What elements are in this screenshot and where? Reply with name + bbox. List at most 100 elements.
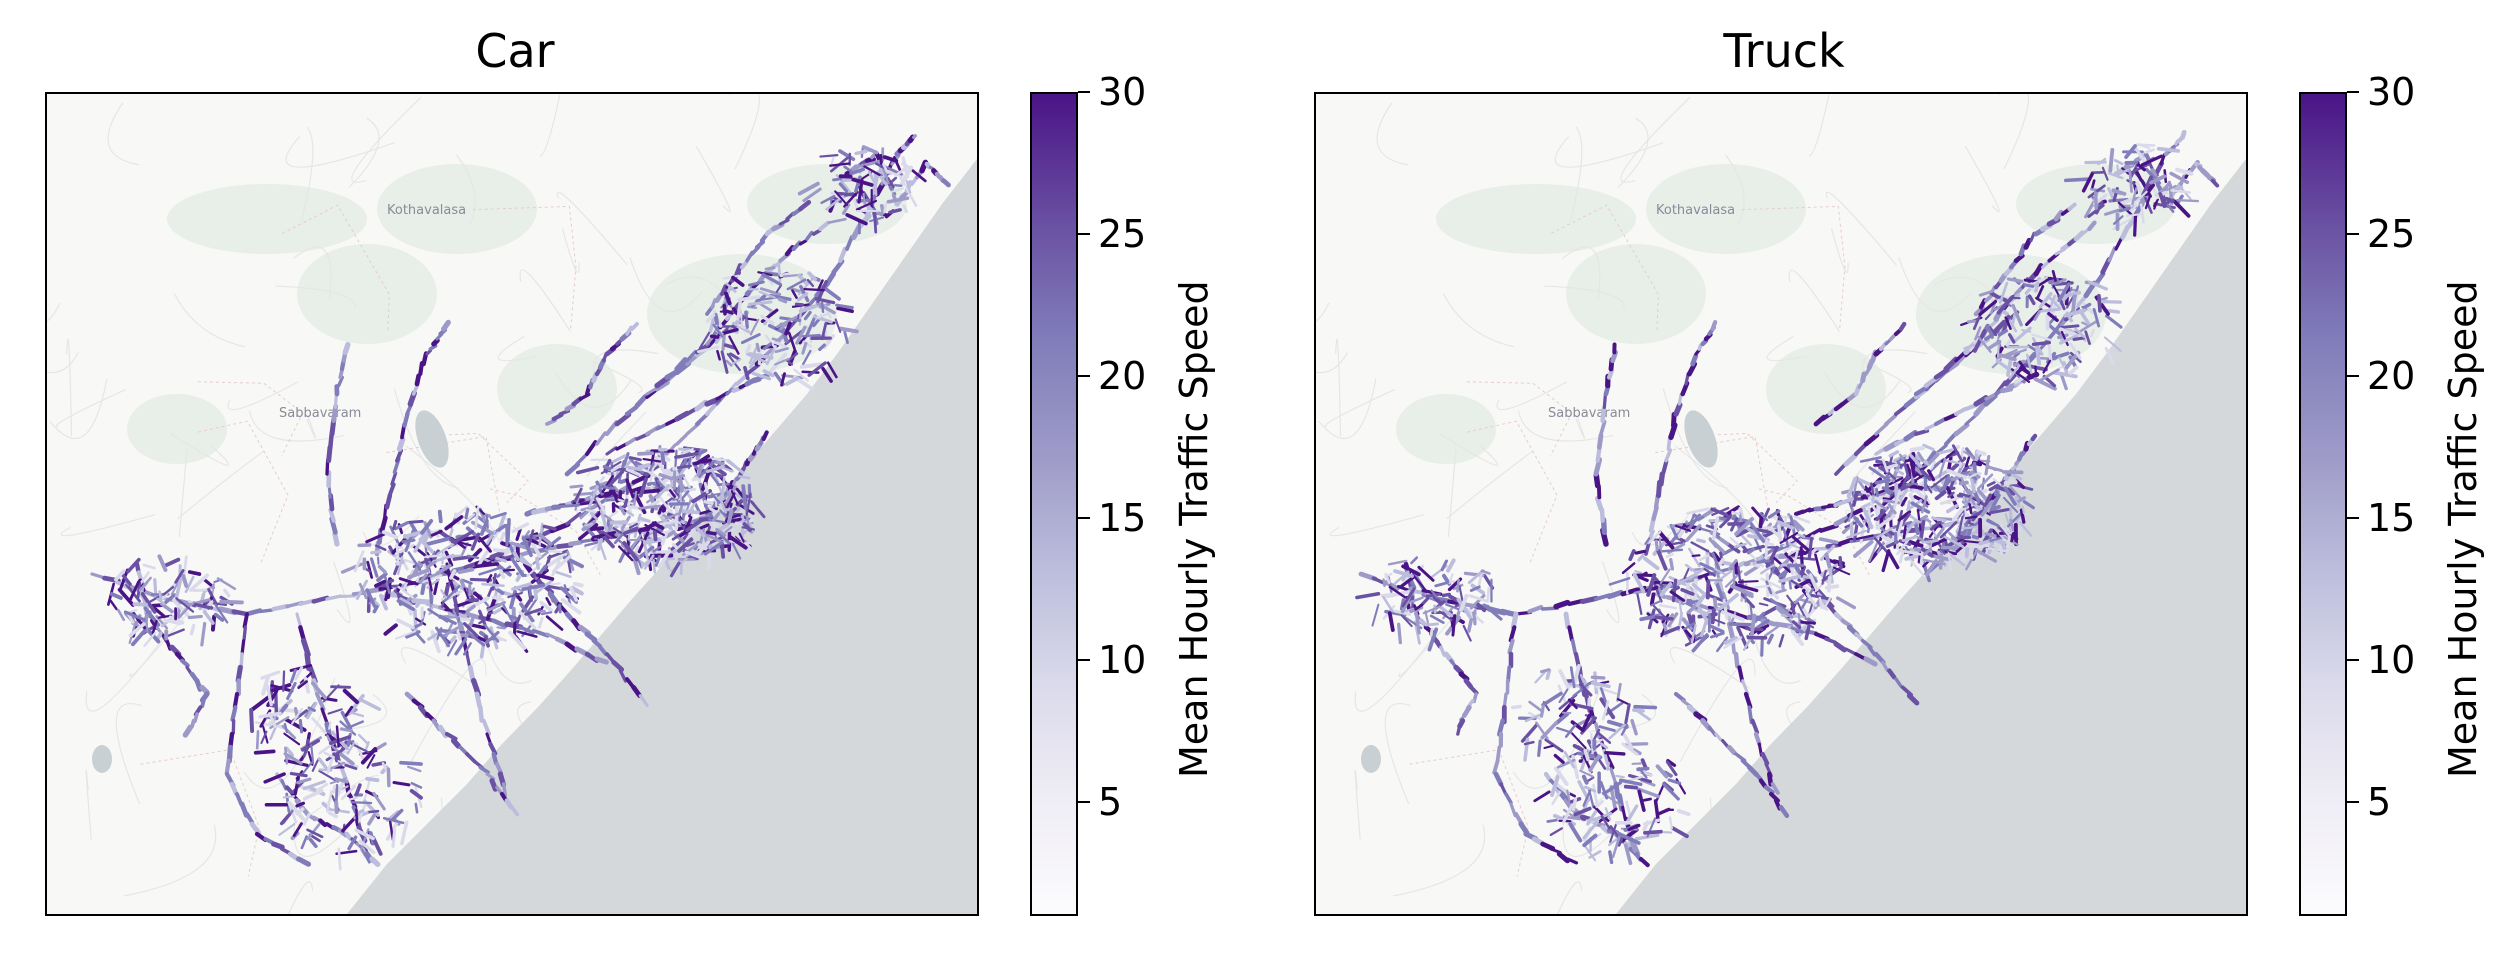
road-segment <box>420 519 434 535</box>
road-segment <box>1764 625 1779 637</box>
road-segment <box>2153 200 2158 210</box>
road-segment <box>658 508 673 518</box>
road-segment <box>337 375 344 388</box>
road-segment <box>817 279 824 291</box>
road-segment <box>1627 823 1641 832</box>
road-segment <box>637 451 655 456</box>
road-segment <box>457 567 475 575</box>
road-segment <box>575 452 589 466</box>
road-segment <box>1677 392 1683 406</box>
road-segment <box>2113 158 2124 166</box>
road-segment <box>1562 803 1574 824</box>
road-segment <box>187 614 203 620</box>
road-segment <box>762 369 775 378</box>
road-segment <box>1967 472 1978 479</box>
colorbar-tick <box>1078 375 1090 378</box>
road-segment <box>1594 832 1602 840</box>
road-segment <box>478 765 490 775</box>
road-segment <box>2084 199 2097 219</box>
road-segment <box>1456 597 1472 619</box>
road-segment <box>334 784 339 805</box>
colorbar-tick <box>2347 375 2359 378</box>
road-segment <box>258 711 282 719</box>
minor-road <box>1562 816 1616 857</box>
road-segment <box>657 548 672 569</box>
road-segment <box>755 296 777 302</box>
colorbar-tick <box>1078 91 1090 93</box>
road-segment <box>684 550 701 559</box>
road-segment <box>2013 375 2026 384</box>
road-segment <box>2131 187 2138 206</box>
road-segment <box>1632 572 1646 594</box>
road-segment <box>1888 476 1904 486</box>
road-segment <box>803 310 812 321</box>
map-axes-car[interactable]: Kothavalasa Sabbavaram <box>45 92 979 916</box>
road-segment <box>367 813 377 826</box>
road-segment <box>444 550 454 567</box>
road-segment <box>1570 720 1585 732</box>
road-segment <box>1572 683 1589 697</box>
road-segment <box>325 594 343 601</box>
road-segment <box>1710 608 1716 625</box>
road-segment <box>512 617 517 637</box>
road-segment <box>402 530 424 539</box>
road-segment <box>1939 521 1958 539</box>
road-segment <box>643 554 655 570</box>
road-segment <box>1456 725 1461 736</box>
road-segment <box>395 542 400 566</box>
road-segment <box>368 809 380 814</box>
road-segment <box>1824 637 1837 645</box>
minor-road <box>1354 769 1361 840</box>
road-segment <box>1626 775 1643 782</box>
colorbar-tick-label: 5 <box>1098 780 1123 825</box>
minor-road <box>287 881 314 914</box>
road-segment <box>493 586 505 595</box>
map-axes-truck[interactable]: Kothavalasa Sabbavaram <box>1314 92 2248 916</box>
road-segment <box>1685 524 1702 542</box>
minor-road <box>55 389 126 428</box>
road-segment <box>1972 489 1981 504</box>
road-segment <box>2105 314 2123 329</box>
road-segment <box>1924 559 1938 577</box>
road-segment <box>1908 492 1916 503</box>
road-segment <box>1997 329 2009 337</box>
road-segment <box>240 639 246 656</box>
road-segment <box>1624 703 1631 725</box>
road-segment <box>481 718 491 736</box>
road-segment <box>1609 822 1618 844</box>
road-segment <box>1990 537 2002 542</box>
road-segment <box>495 556 507 563</box>
road-segment <box>1709 631 1725 639</box>
road-segment <box>1767 509 1781 519</box>
road-segment <box>1712 597 1718 611</box>
road-segment <box>519 559 533 568</box>
road-segment <box>755 342 761 353</box>
road-segment <box>796 292 809 302</box>
road-segment <box>715 527 727 537</box>
road-segment <box>610 464 622 473</box>
road-segment <box>1790 602 1796 615</box>
road-segment <box>1468 594 1490 603</box>
road-segment <box>1910 501 1931 514</box>
road-segment <box>504 798 514 810</box>
road-segment <box>1872 494 1890 501</box>
road-segment <box>2180 129 2187 140</box>
road-segment <box>1906 693 1920 706</box>
road-segment <box>575 465 600 475</box>
road-segment <box>703 541 724 556</box>
road-segment <box>1727 559 1738 571</box>
road-segment <box>2081 172 2094 193</box>
place-label-kothavalasa: Kothavalasa <box>387 203 466 218</box>
road-segment <box>1667 778 1682 785</box>
road-segment <box>189 573 209 592</box>
road-segment <box>1563 611 1571 630</box>
road-segment <box>1592 783 1599 808</box>
road-segment <box>560 597 582 615</box>
road-segment <box>1863 432 1880 447</box>
road-segment <box>1895 469 1905 476</box>
road-segment <box>365 532 386 544</box>
road-segment <box>1992 478 2002 486</box>
road-segment <box>1977 489 1990 503</box>
road-segment <box>258 608 274 614</box>
road-segment <box>1698 553 1710 562</box>
